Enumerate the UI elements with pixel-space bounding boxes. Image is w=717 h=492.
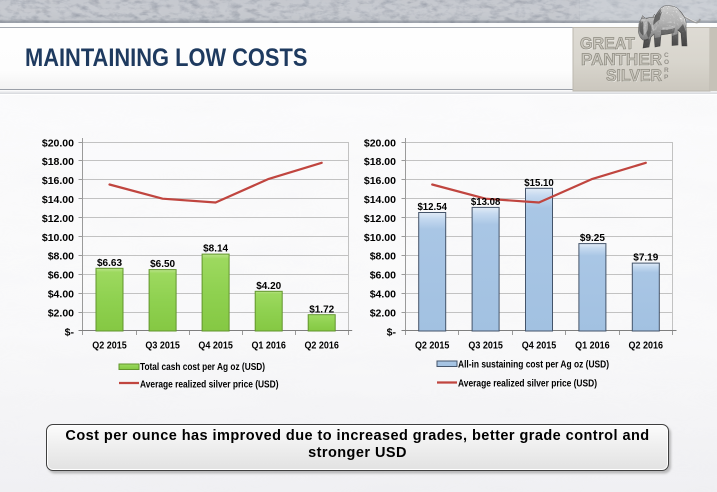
svg-text:$8.00: $8.00 <box>370 251 396 263</box>
svg-text:Q3 2015: Q3 2015 <box>145 340 180 352</box>
svg-text:Q1 2016: Q1 2016 <box>575 340 610 352</box>
svg-text:$9.25: $9.25 <box>580 232 605 244</box>
svg-text:$2.00: $2.00 <box>48 307 74 319</box>
svg-text:PANTHER: PANTHER <box>582 51 663 70</box>
svg-text:Q2 2016: Q2 2016 <box>304 340 339 352</box>
svg-text:$16.00: $16.00 <box>42 175 74 187</box>
svg-text:$-: $- <box>65 326 75 338</box>
svg-text:Q2 2015: Q2 2015 <box>92 340 127 352</box>
svg-text:$6.00: $6.00 <box>48 270 74 282</box>
svg-text:PANTHER: PANTHER <box>581 50 662 69</box>
svg-text:SILVER: SILVER <box>607 67 663 86</box>
svg-text:Total cash cost per Ag oz (USD: Total cash cost per Ag oz (USD) <box>140 361 265 373</box>
svg-text:$10.00: $10.00 <box>42 232 74 244</box>
svg-text:C: C <box>664 52 669 59</box>
svg-text:Q2 2015: Q2 2015 <box>415 340 450 352</box>
svg-text:$7.19: $7.19 <box>633 252 658 264</box>
svg-text:$10.00: $10.00 <box>364 232 396 244</box>
svg-text:Q4 2015: Q4 2015 <box>198 340 233 352</box>
svg-text:R: R <box>664 67 669 74</box>
svg-text:$16.00: $16.00 <box>364 175 396 187</box>
svg-text:$6.63: $6.63 <box>97 257 122 269</box>
svg-text:Q2 2016: Q2 2016 <box>629 340 664 352</box>
svg-text:P: P <box>664 74 669 81</box>
svg-text:$6.00: $6.00 <box>370 270 396 282</box>
svg-text:$14.00: $14.00 <box>42 194 74 206</box>
svg-text:$12.54: $12.54 <box>417 201 447 213</box>
svg-text:Q3 2015: Q3 2015 <box>468 340 503 352</box>
svg-text:GREAT: GREAT <box>581 35 637 54</box>
svg-text:$6.50: $6.50 <box>150 258 175 270</box>
svg-text:$8.00: $8.00 <box>48 251 74 263</box>
svg-text:Average realized silver price: Average realized silver price (USD) <box>458 378 597 390</box>
svg-text:$20.00: $20.00 <box>42 137 74 149</box>
svg-text:$2.00: $2.00 <box>370 307 396 319</box>
svg-text:$20.00: $20.00 <box>364 137 396 149</box>
svg-text:SILVER: SILVER <box>606 66 662 85</box>
svg-text:O: O <box>664 59 669 66</box>
svg-text:$14.00: $14.00 <box>364 194 396 206</box>
svg-text:All-in sustaining cost per Ag: All-in sustaining cost per Ag oz (USD) <box>458 359 609 371</box>
svg-text:$12.00: $12.00 <box>364 213 396 225</box>
svg-text:$18.00: $18.00 <box>42 156 74 168</box>
svg-text:$1.72: $1.72 <box>309 303 334 315</box>
svg-text:$4.00: $4.00 <box>48 289 74 301</box>
svg-text:Q1 2016: Q1 2016 <box>251 340 286 352</box>
svg-text:$4.20: $4.20 <box>256 280 281 292</box>
svg-text:$12.00: $12.00 <box>42 213 74 225</box>
svg-text:$4.00: $4.00 <box>370 289 396 301</box>
svg-text:$13.08: $13.08 <box>471 196 501 208</box>
svg-text:GREAT: GREAT <box>580 34 636 53</box>
svg-text:$15.10: $15.10 <box>524 177 554 189</box>
svg-text:$-: $- <box>387 326 397 338</box>
svg-text:$8.14: $8.14 <box>203 243 228 255</box>
svg-text:Q4 2015: Q4 2015 <box>522 340 557 352</box>
svg-text:$18.00: $18.00 <box>364 156 396 168</box>
svg-text:Average realized silver price: Average realized silver price (USD) <box>140 379 279 391</box>
